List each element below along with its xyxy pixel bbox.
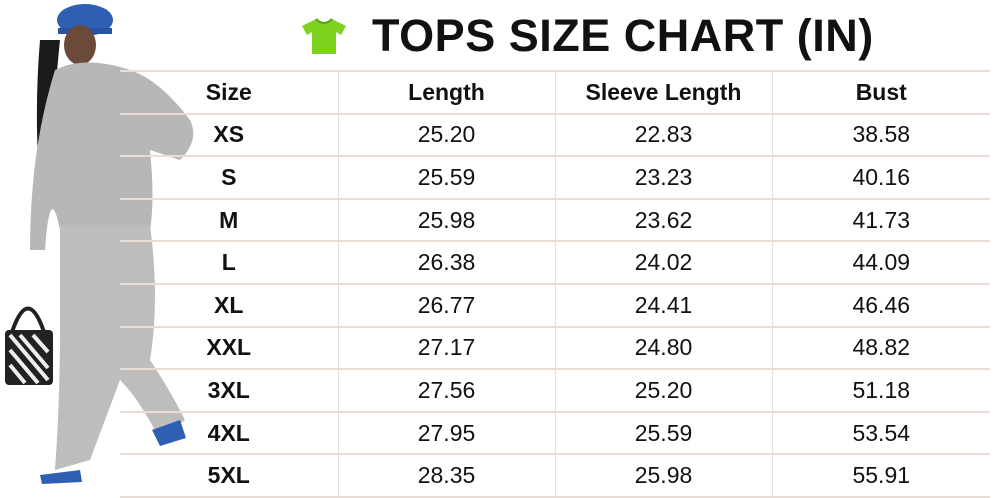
table-row: 3XL 27.56 25.20 51.18	[120, 368, 990, 412]
cell-length: 25.59	[337, 155, 555, 199]
cell-bust: 44.09	[771, 240, 990, 284]
header-sleeve-length: Sleeve Length	[554, 70, 772, 114]
cell-bust: 46.46	[771, 282, 990, 327]
t-shirt-icon	[302, 18, 346, 54]
cell-length: 27.17	[337, 325, 555, 370]
cell-size: S	[120, 155, 338, 199]
cell-length: 25.98	[337, 197, 555, 242]
header-size: Size	[120, 70, 338, 114]
cell-bust: 51.18	[771, 368, 990, 412]
chart-title: TOPS SIZE CHART (IN)	[300, 6, 874, 66]
cell-sleeve-length: 24.02	[554, 240, 772, 284]
cell-size: M	[120, 197, 338, 242]
cell-sleeve-length: 25.20	[554, 368, 772, 412]
header-length: Length	[337, 70, 555, 114]
cell-size: 3XL	[120, 368, 338, 412]
cell-length: 26.38	[337, 240, 555, 284]
cell-length: 25.20	[337, 112, 555, 157]
header-row: Size Length Sleeve Length Bust	[120, 70, 990, 114]
cell-sleeve-length: 22.83	[554, 112, 772, 157]
cell-size: L	[120, 240, 338, 284]
cell-sleeve-length: 24.41	[554, 282, 772, 327]
table-row: 5XL 28.35 25.98 55.91	[120, 453, 990, 498]
cell-size: 4XL	[120, 410, 338, 455]
cell-bust: 40.16	[771, 155, 990, 199]
cell-bust: 55.91	[771, 453, 990, 498]
cell-sleeve-length: 24.80	[554, 325, 772, 370]
table-row: 4XL 27.95 25.59 53.54	[120, 410, 990, 455]
cell-length: 27.95	[337, 410, 555, 455]
cell-sleeve-length: 23.62	[554, 197, 772, 242]
cell-length: 28.35	[337, 453, 555, 498]
size-table: Size Length Sleeve Length Bust XS 25.20 22…	[120, 70, 990, 498]
table-row: M 25.98 23.62 41.73	[120, 197, 990, 242]
cell-sleeve-length: 25.98	[554, 453, 772, 498]
cell-bust: 48.82	[771, 325, 990, 370]
table-row: XXL 27.17 24.80 48.82	[120, 325, 990, 370]
title-text: TOPS SIZE CHART (IN)	[372, 10, 874, 61]
cell-size: XXL	[120, 325, 338, 370]
cell-size: 5XL	[120, 453, 338, 498]
table-row: S 25.59 23.23 40.16	[120, 155, 990, 199]
table-row: XL 26.77 24.41 46.46	[120, 282, 990, 327]
table-row: L 26.38 24.02 44.09	[120, 240, 990, 284]
cell-size: XL	[120, 282, 338, 327]
cell-bust: 53.54	[771, 410, 990, 455]
cell-bust: 38.58	[771, 112, 990, 157]
cell-size: XS	[120, 112, 338, 157]
cell-length: 26.77	[337, 282, 555, 327]
cell-length: 27.56	[337, 368, 555, 412]
cell-sleeve-length: 23.23	[554, 155, 772, 199]
cell-sleeve-length: 25.59	[554, 410, 772, 455]
table-row: XS 25.20 22.83 38.58	[120, 112, 990, 157]
cell-bust: 41.73	[771, 197, 990, 242]
header-bust: Bust	[771, 70, 990, 114]
